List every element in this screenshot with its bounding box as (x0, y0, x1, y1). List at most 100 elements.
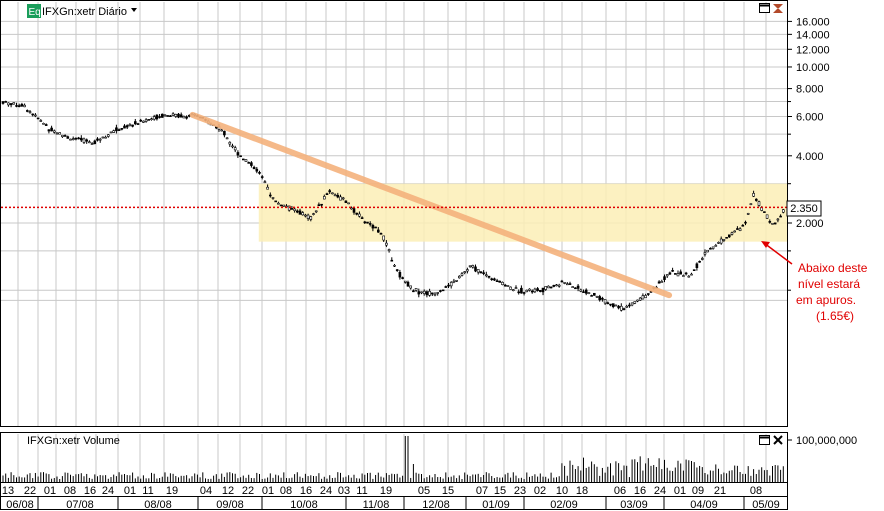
candle-body (744, 221, 747, 224)
candle-body (603, 299, 607, 304)
candle-body (9, 103, 13, 106)
x-day-label: 12 (222, 485, 234, 497)
candle-body (220, 129, 223, 132)
candle-body (584, 289, 588, 294)
candle-body (698, 260, 701, 263)
candle-body (412, 290, 415, 293)
candle-body (107, 134, 110, 137)
candle-body (360, 217, 364, 219)
candle-body (771, 223, 774, 225)
candle-body (452, 280, 456, 283)
candle-body (36, 117, 40, 120)
candle-body (757, 201, 761, 206)
y-tick-label: 10.000 (796, 62, 830, 74)
candle-body (495, 280, 499, 282)
candle-body (768, 221, 772, 223)
candle-body (466, 269, 469, 272)
x-day-label: 24 (102, 485, 114, 497)
candle-body (533, 288, 537, 293)
candle-body (144, 119, 148, 122)
candle-body (417, 291, 421, 295)
candle-body (420, 291, 423, 294)
candle-body (63, 135, 67, 137)
candle-body (528, 288, 531, 291)
x-day-label: 15 (442, 485, 454, 497)
candle-body (233, 147, 237, 151)
candle-body (344, 200, 348, 203)
candle-body (47, 129, 51, 132)
x-day-label: 19 (380, 485, 392, 497)
candle-body (779, 215, 782, 218)
candle-body (730, 232, 734, 235)
candle-body (379, 233, 383, 235)
candle-body (395, 269, 399, 271)
candle-body (309, 216, 313, 220)
candle-body (536, 288, 539, 291)
candle-body (676, 273, 680, 277)
candle-body (66, 136, 70, 139)
candle-body (123, 125, 126, 129)
candle-body (128, 124, 132, 126)
x-month-label: 12/08 (422, 499, 450, 511)
close-icon[interactable] (773, 435, 783, 445)
x-month-label: 03/09 (620, 499, 648, 511)
candle-body (376, 229, 380, 233)
candle-body (393, 264, 396, 267)
candle-body (560, 280, 564, 283)
candle-body (606, 302, 610, 305)
maximize-icon[interactable] (759, 435, 770, 445)
price-panel-title[interactable]: IFXGn:xetr Diário (42, 6, 127, 18)
candle-body (509, 286, 512, 290)
x-month-label: 08/08 (144, 499, 172, 511)
candle-body (90, 143, 94, 145)
candle-body (12, 102, 16, 105)
x-month-label: 05/09 (752, 499, 780, 511)
candle-body (614, 304, 618, 307)
candle-body (15, 105, 18, 107)
candle-body (455, 280, 458, 282)
candle-body (247, 162, 250, 164)
candle-body (320, 203, 323, 206)
candle-body (147, 119, 151, 121)
x-day-label: 11 (142, 485, 153, 497)
x-month-label: 09/08 (216, 499, 244, 511)
candle-body (520, 287, 523, 294)
caret-down-icon[interactable] (131, 8, 137, 12)
candle-body (55, 132, 59, 135)
candle-body (228, 141, 232, 145)
collapse-icon[interactable] (773, 4, 783, 13)
candle-body (271, 197, 275, 199)
volume-axis-label: 100,000,000 (796, 435, 857, 447)
maximize-icon[interactable] (759, 3, 770, 13)
candle-body (598, 296, 602, 301)
candle-body (441, 289, 445, 292)
candle-body (152, 116, 156, 120)
candle-body (433, 293, 437, 296)
candle-body (347, 202, 350, 205)
support-resistance-band (258, 183, 787, 242)
candle-body (700, 258, 704, 260)
candle-body (733, 230, 737, 233)
candle-body (52, 130, 56, 133)
candle-body (690, 273, 693, 276)
candle-body (77, 137, 80, 140)
candle-body (134, 121, 137, 125)
x-day-label: 23 (514, 485, 526, 497)
candle-body (463, 271, 467, 273)
x-day-label: 24 (320, 485, 332, 497)
candle-body (692, 269, 696, 271)
candle-body (487, 275, 491, 278)
candle-body (136, 123, 140, 125)
candle-body (457, 275, 461, 279)
candle-body (582, 291, 585, 293)
x-day-label: 18 (576, 485, 588, 497)
candle-body (439, 290, 442, 292)
candle-body (385, 242, 388, 246)
candle-body (17, 105, 21, 107)
candle-body (161, 113, 164, 118)
candle-body (322, 196, 326, 200)
candle-body (295, 210, 299, 213)
candle-body (695, 263, 699, 269)
candle-body (387, 249, 391, 252)
y-tick-label: 12.000 (796, 44, 830, 56)
